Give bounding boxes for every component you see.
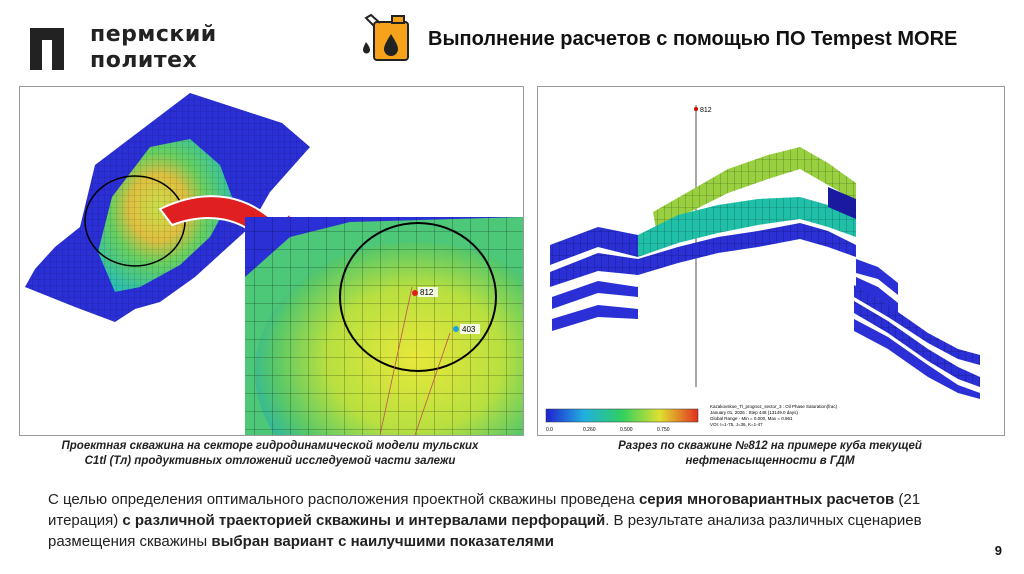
left-caption-line-1: Проектная скважина на секторе гидродинам… <box>61 440 479 452</box>
oil-canister-icon <box>363 13 409 61</box>
well-label-403: 403 <box>462 325 476 334</box>
summary-text-2: (21 итерация) <box>48 491 921 529</box>
summary-text-3: . В результате анализа различных сценари… <box>48 512 922 550</box>
info-line-3: Global Range - Min = 0.000, Max = 0.961 <box>710 416 793 421</box>
summary-bold-1: серия многовариантных расчетов <box>638 491 895 508</box>
cross-section-figure: 812 0.0 0.260 0.500 0.750 Kazakovskoe_Tl… <box>537 86 1005 436</box>
summary-paragraph: С целью определения оптимального располо… <box>48 489 968 552</box>
legend-tick-0: 0.0 <box>546 427 553 433</box>
logo-text: пермский политех <box>90 22 217 74</box>
right-caption-line-1: Разрез по скважине №812 на примере куба … <box>618 440 922 452</box>
left-caption-line-2: C1tl (Тл) продуктивных отложений исследу… <box>84 455 456 467</box>
logo-line-1: пермский <box>90 22 217 47</box>
saturation-legend <box>545 408 699 423</box>
legend-tick-3: 0.750 <box>657 427 670 433</box>
summary-bold-2: с различной траекторией скважины и интер… <box>122 512 606 529</box>
summary-bold-3: выбран вариант с наилучшими показателями <box>211 533 554 550</box>
legend-tick-2: 0.500 <box>620 427 633 433</box>
info-line-1: Kazakovskoe_Tl_prognoz_sector_3 : Oil Ph… <box>710 404 838 409</box>
logo-icon <box>30 28 64 70</box>
logo-line-2: политех <box>90 48 198 73</box>
model-sector-figure: 812 403 <box>19 86 524 436</box>
right-caption-line-2: нефтенасыщенности в ГДМ <box>685 455 855 467</box>
well-label-812: 812 <box>420 288 434 297</box>
info-line-2: January 01, 2026 : Step 448 (13149.0 day… <box>710 410 798 415</box>
model-sector-image: 812 403 <box>25 93 523 435</box>
page-title: Выполнение расчетов с помощью ПО Tempest… <box>428 28 958 50</box>
summary-text-1: С целью определения оптимального располо… <box>48 491 639 508</box>
legend-tick-1: 0.260 <box>583 427 596 433</box>
cross-section-image: 812 0.0 0.260 0.500 0.750 Kazakovskoe_Tl… <box>545 105 980 433</box>
section-well-label: 812 <box>700 107 712 114</box>
page-number: 9 <box>994 543 1002 558</box>
left-figure-caption: Проектная скважина на секторе гидродинам… <box>20 439 520 469</box>
right-figure-caption: Разрез по скважине №812 на примере куба … <box>540 439 1000 469</box>
info-line-4: VOI: I=1-75, J=36, K=1-47 <box>710 422 763 427</box>
